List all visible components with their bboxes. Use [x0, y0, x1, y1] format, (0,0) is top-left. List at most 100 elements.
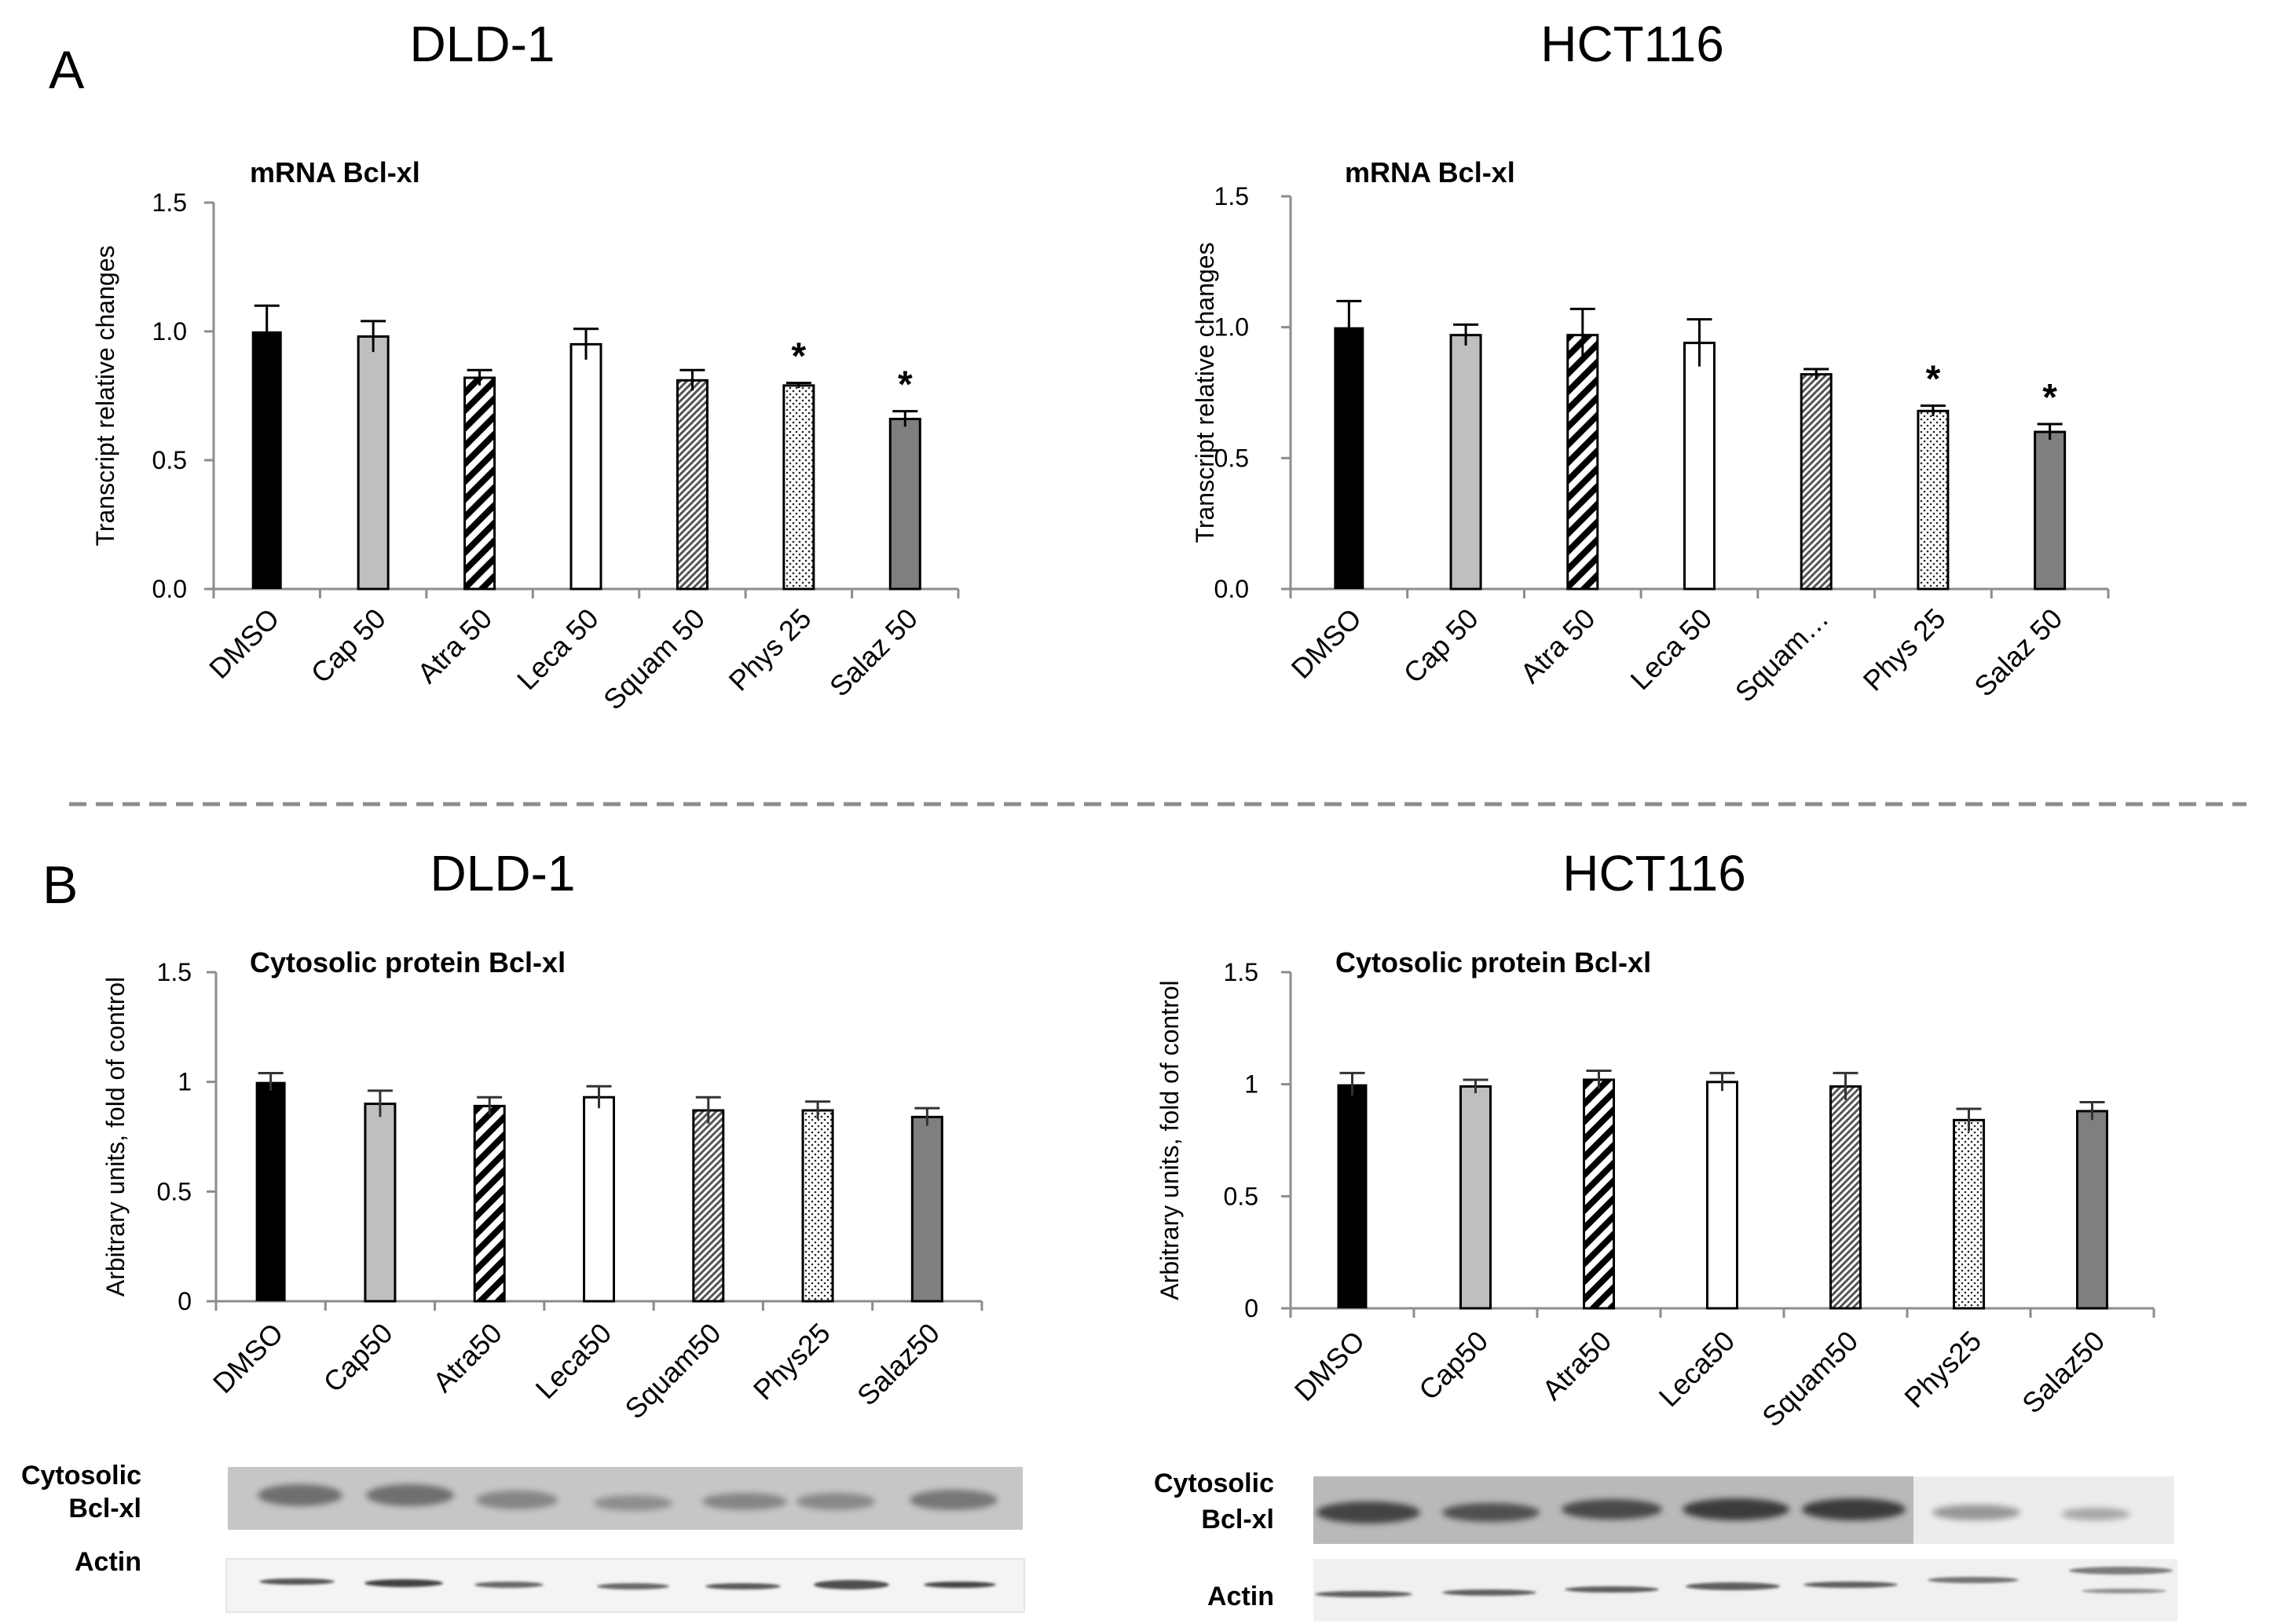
bar-squam	[692, 1109, 725, 1303]
panel-b-left-title: DLD-1	[430, 845, 576, 902]
bar-dmso	[1334, 327, 1364, 589]
y-axis-label: Transcript relative changes	[1191, 243, 1219, 543]
blot-band	[1442, 1503, 1540, 1522]
x-tick-label: DMSO	[1288, 1325, 1371, 1407]
panel-a-right-title: HCT116	[1540, 16, 1724, 72]
x-tick-label: Atra50	[427, 1317, 508, 1399]
y-tick-label: 0.5	[157, 1177, 192, 1205]
bar-salaz	[888, 418, 921, 591]
y-tick-label: 0.0	[152, 575, 187, 603]
chart-title: Cytosolic protein Bcl-xl	[250, 946, 566, 978]
blot-band	[1686, 1582, 1780, 1590]
bar-atra	[1583, 1078, 1615, 1310]
significance-marker: *	[1926, 359, 1941, 401]
significance-marker: *	[2042, 377, 2057, 419]
blot-left-actin-label: Actin	[75, 1547, 141, 1577]
blot-right-label-line2: Bcl-xl	[1201, 1505, 1274, 1534]
chart-title: Cytosolic protein Bcl-xl	[1335, 946, 1651, 978]
y-tick-label: 1	[1244, 1070, 1258, 1099]
blot-band	[474, 1582, 544, 1588]
x-tick-label: Squam…	[1729, 602, 1835, 708]
x-tick-label: Cap50	[1412, 1325, 1494, 1406]
blot-band	[910, 1490, 998, 1510]
bar-leca	[1706, 1081, 1738, 1310]
bar-phys	[1953, 1118, 1985, 1310]
blot-band	[1442, 1589, 1536, 1596]
bar-cap	[1449, 334, 1482, 591]
bar-atra	[463, 376, 496, 591]
chart-title: mRNA Bcl-xl	[250, 156, 420, 188]
x-tick-label: Phys 25	[1857, 602, 1952, 697]
blot-band	[705, 1583, 781, 1589]
blot-band	[1316, 1501, 1420, 1523]
panel-a-left-title: DLD-1	[410, 16, 555, 72]
bar-leca	[1683, 342, 1716, 591]
chart-a-dld1: mRNA Bcl-xl Transcript relative changes 0.…	[91, 156, 960, 716]
blot-right-bclxl-bands	[1316, 1498, 2130, 1523]
y-tick-label: 0.0	[1214, 575, 1249, 603]
blot-band	[476, 1490, 558, 1509]
blot-band	[1932, 1505, 2020, 1520]
x-tick-label: Phys25	[747, 1317, 837, 1406]
blot-band	[2069, 1567, 2173, 1575]
chart-title: mRNA Bcl-xl	[1345, 156, 1515, 188]
blot-right-actin-bands	[1315, 1567, 2173, 1597]
y-tick-label: 1.5	[152, 188, 187, 217]
blot-right-actin-strip	[1313, 1559, 2177, 1622]
y-tick-label: 0	[178, 1287, 192, 1315]
bar-atra	[473, 1104, 506, 1303]
x-tick-label: Salaz 50	[1968, 602, 2068, 703]
bar-dmso	[251, 331, 282, 589]
chart-b-dld1: Cytosolic protein Bcl-xl Arbitrary units,…	[101, 946, 983, 1425]
y-tick-label: 1	[178, 1068, 192, 1096]
panel-letter-a: A	[49, 40, 85, 100]
x-tick-label: Squam50	[1756, 1325, 1864, 1433]
blot-band	[702, 1493, 787, 1510]
y-tick-label: 1.5	[1214, 182, 1249, 210]
blot-band	[364, 1579, 443, 1587]
x-tick-label: Atra 50	[411, 602, 498, 689]
x-tick-label: Leca 50	[1624, 602, 1719, 697]
x-tick-label: Atra50	[1536, 1325, 1617, 1406]
blot-band	[1562, 1499, 1662, 1520]
y-tick-label: 1.5	[157, 958, 192, 986]
bar-cap	[1459, 1085, 1492, 1310]
x-tick-label: Leca50	[1653, 1325, 1741, 1414]
x-tick-label: Salaz50	[2016, 1325, 2111, 1420]
blot-band	[1315, 1591, 1412, 1597]
blot-band	[2061, 1508, 2130, 1520]
x-tick-label: Squam 50	[597, 602, 711, 716]
x-tick-label: Salaz50	[851, 1317, 946, 1412]
bar-squam	[1800, 373, 1833, 591]
western-blot-left: Cytosolic Bcl-xl Actin	[21, 1461, 1025, 1613]
blot-band	[1803, 1582, 1898, 1588]
y-axis-label: Arbitrary units, fold of control	[1155, 980, 1184, 1300]
x-tick-label: Cap 50	[305, 602, 392, 689]
blot-band	[258, 1484, 342, 1506]
significance-marker: *	[792, 336, 807, 378]
blot-left-actin-bands	[259, 1578, 996, 1589]
y-tick-label: 0.5	[152, 446, 187, 474]
bar-cap	[357, 335, 390, 591]
blot-left-label-line2: Bcl-xl	[68, 1494, 141, 1523]
significance-marker: *	[898, 364, 913, 406]
bar-phys	[801, 1109, 834, 1303]
blot-band	[597, 1583, 669, 1589]
bar-atra	[1566, 334, 1599, 591]
y-tick-label: 0.5	[1224, 1182, 1258, 1210]
blot-band	[594, 1495, 672, 1511]
blot-band	[1683, 1498, 1789, 1520]
blot-band	[796, 1493, 875, 1510]
y-axis-label: Arbitrary units, fold of control	[101, 977, 130, 1297]
x-tick-label: DMSO	[203, 602, 285, 685]
panel-b-right-title: HCT116	[1562, 845, 1746, 902]
bar-phys	[1917, 409, 1950, 591]
blot-band	[1928, 1577, 2019, 1583]
bar-squam	[1829, 1085, 1862, 1310]
x-tick-label: Leca50	[529, 1317, 618, 1406]
y-tick-label: 0	[1244, 1294, 1258, 1322]
bar-phys	[782, 384, 815, 591]
blot-right-label-line1: Cytosolic	[1154, 1469, 1274, 1498]
bar-salaz	[910, 1115, 943, 1303]
